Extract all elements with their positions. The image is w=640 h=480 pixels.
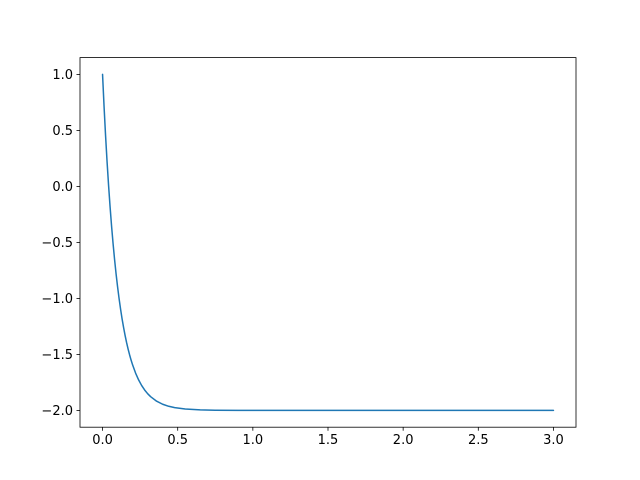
series-line-decay-curve xyxy=(101,73,555,412)
y-tick-label: −1.0 xyxy=(41,292,73,307)
x-tick-label: 3.0 xyxy=(543,433,564,448)
y-tick-label: −2.0 xyxy=(41,404,73,419)
x-tick-label: 2.5 xyxy=(468,433,489,448)
y-tick-label: 0.0 xyxy=(52,180,73,195)
x-tick-label: 2.0 xyxy=(393,433,414,448)
y-tick-label: −1.5 xyxy=(41,348,73,363)
x-tick-label: 1.5 xyxy=(318,433,339,448)
y-tick-label: −0.5 xyxy=(41,236,73,251)
y-tick-label: 0.5 xyxy=(52,124,73,139)
plot-area-frame xyxy=(79,57,577,428)
x-tick-label: 0.0 xyxy=(92,433,113,448)
x-tick-label: 1.0 xyxy=(243,433,264,448)
x-tick-label: 0.5 xyxy=(167,433,188,448)
y-tick-label: 1.0 xyxy=(52,68,73,83)
